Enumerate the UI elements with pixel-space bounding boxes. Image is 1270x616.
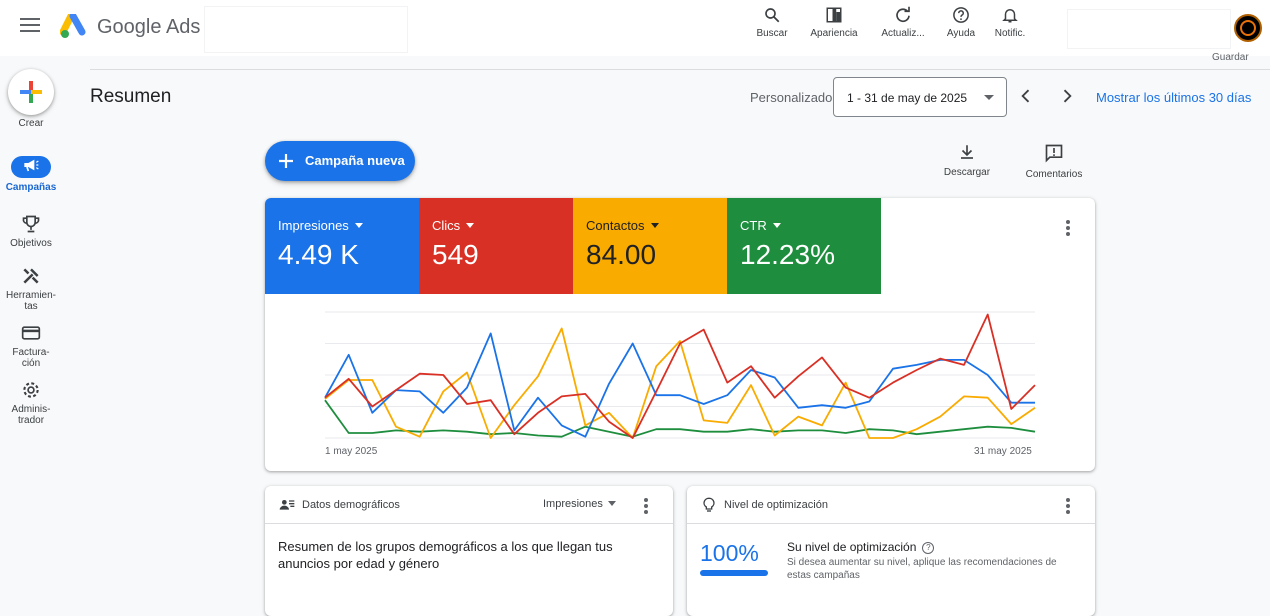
help-button[interactable]: Ayuda: [926, 6, 996, 39]
series-line-1: [324, 313, 1036, 439]
new-campaign-button[interactable]: Campaña nueva: [265, 141, 415, 181]
rail-item-admin[interactable]: Adminis-trador: [0, 380, 62, 426]
account-info[interactable]: [1068, 10, 1230, 48]
save-label[interactable]: Guardar: [1212, 52, 1249, 63]
more-vert-icon[interactable]: [644, 498, 648, 516]
optimization-description: Si desea aumentar su nivel, aplique las …: [787, 557, 1057, 581]
create-button[interactable]: [8, 69, 54, 115]
google-ads-logo[interactable]: [60, 14, 90, 40]
refresh-button[interactable]: Actualiz...: [868, 6, 938, 39]
top-bar: Google Ads Buscar Apariencia Actualiz...…: [0, 0, 1270, 63]
download-icon: [961, 145, 973, 159]
feedback-icon: [1045, 144, 1063, 163]
brand-name: Google Ads: [97, 16, 201, 38]
show-last-30-days-link[interactable]: Mostrar los últimos 30 días: [1096, 90, 1252, 105]
dropdown-icon: [354, 223, 363, 228]
page-title: Resumen: [90, 86, 172, 107]
metric-impressions[interactable]: Impresiones 4.49 K: [265, 198, 419, 294]
menu-icon[interactable]: [20, 18, 40, 38]
date-range-select[interactable]: 1 - 31 de may de 2025: [833, 77, 1007, 117]
help-icon[interactable]: ?: [922, 542, 935, 554]
download-button[interactable]: Descargar: [938, 143, 996, 178]
appearance-icon: [826, 7, 842, 23]
lightbulb-icon: [703, 497, 715, 512]
more-vert-icon[interactable]: [1066, 220, 1070, 238]
bell-icon: [1002, 9, 1018, 23]
refresh-icon: [896, 6, 910, 23]
dropdown-icon: [772, 223, 781, 228]
chevron-right-icon[interactable]: [1057, 86, 1077, 106]
more-vert-icon[interactable]: [1066, 498, 1070, 516]
rail-item-campaigns[interactable]: Campañas: [0, 156, 62, 193]
range-type-label: Personalizado: [750, 90, 833, 105]
demographics-header: Datos demográficos Impresiones: [265, 486, 673, 524]
trophy-icon: [22, 215, 40, 233]
comments-button[interactable]: Comentarios: [1020, 143, 1088, 180]
metric-dropdown[interactable]: Impresiones: [543, 498, 616, 510]
people-icon: [279, 500, 295, 510]
create-label: Crear: [18, 118, 44, 129]
x-axis-end-label: 31 may 2025: [974, 446, 1032, 457]
account-selector[interactable]: [204, 6, 408, 53]
optimization-card: Nivel de optimización 100% Su nivel de o…: [687, 486, 1095, 616]
gear-icon: [23, 382, 39, 398]
metric-clicks[interactable]: Clics 549: [419, 198, 573, 294]
optimization-title: Nivel de optimización: [724, 499, 828, 511]
dropdown-icon: [650, 223, 659, 228]
dropdown-icon: [607, 501, 616, 506]
optimization-score: 100%: [700, 540, 759, 566]
avatar[interactable]: [1234, 14, 1262, 42]
rail-item-tools[interactable]: Herramien-tas: [0, 266, 62, 312]
rail-item-billing[interactable]: Factura-ción: [0, 323, 62, 369]
credit-card-icon: [21, 326, 41, 340]
search-button[interactable]: Buscar: [737, 6, 807, 39]
performance-card: Impresiones 4.49 K Clics 549 Contactos 8…: [265, 198, 1095, 471]
plus-icon: [279, 154, 293, 168]
metric-contacts[interactable]: Contactos 84.00: [573, 198, 727, 294]
help-icon: [953, 7, 969, 23]
appearance-button[interactable]: Apariencia: [799, 6, 869, 39]
tools-icon: [23, 268, 39, 284]
series-line-2: [324, 327, 1036, 439]
chevron-left-icon[interactable]: [1016, 86, 1036, 106]
line-chart: [324, 311, 1036, 439]
caret-down-icon: [984, 95, 994, 100]
series-line-0: [324, 332, 1035, 438]
rail-item-goals[interactable]: Objetivos: [0, 214, 62, 249]
optimization-headline: Su nivel de optimización?: [787, 540, 935, 554]
demographics-card: Datos demográficos Impresiones Resumen d…: [265, 486, 673, 616]
dropdown-icon: [466, 223, 475, 228]
demographics-title: Datos demográficos: [302, 499, 400, 511]
search-icon: [765, 8, 780, 23]
megaphone-icon: [24, 159, 39, 172]
optimization-progress-bar: [700, 570, 768, 576]
series-line-3: [324, 399, 1036, 438]
plus-icon: [20, 81, 42, 103]
x-axis-start-label: 1 may 2025: [325, 446, 378, 457]
header-divider: [90, 69, 1270, 70]
notifications-button[interactable]: Notific.: [975, 6, 1045, 39]
optimization-header: Nivel de optimización: [687, 486, 1095, 524]
demographics-summary: Resumen de los grupos demográficos a los…: [278, 539, 613, 571]
metric-ctr[interactable]: CTR 12.23%: [727, 198, 881, 294]
